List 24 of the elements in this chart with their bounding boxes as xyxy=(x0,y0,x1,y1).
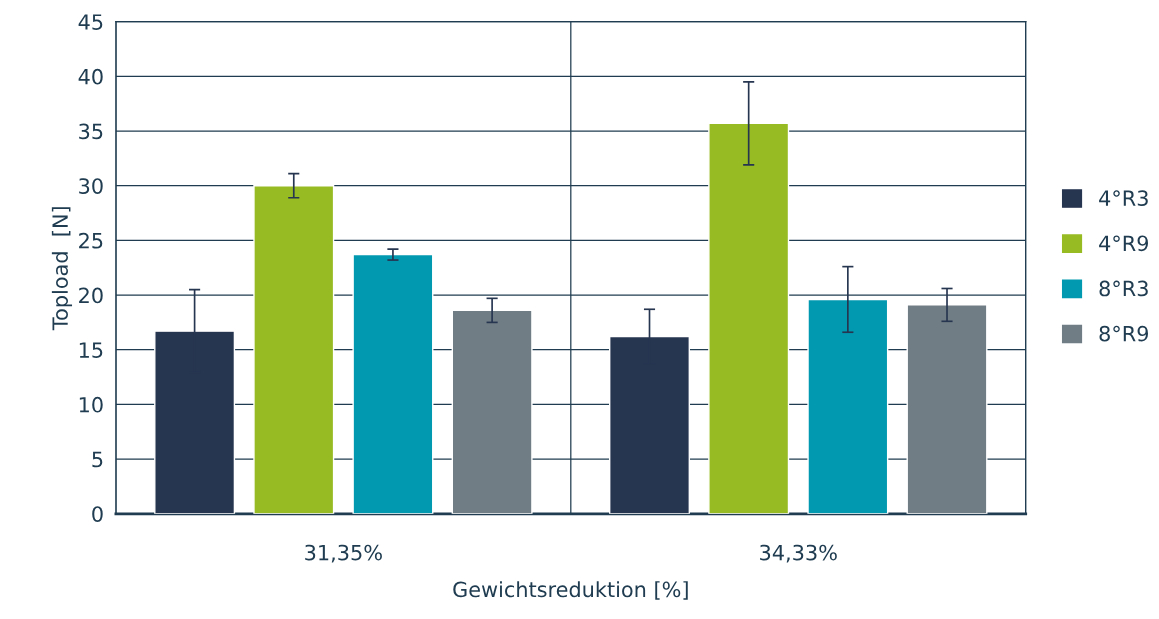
legend-label: 8°R9 xyxy=(1099,325,1149,342)
y-tick-label: 0 xyxy=(92,506,103,522)
y-tick-label: 5 xyxy=(92,451,103,468)
y-tick-label: 25 xyxy=(79,232,103,249)
bar xyxy=(352,253,434,514)
bar xyxy=(708,122,790,514)
y-tick-label: 15 xyxy=(79,342,103,358)
legend-label: 4°R9 xyxy=(1099,235,1149,252)
y-axis-title: Topload [N] xyxy=(51,207,73,331)
x-axis-title: Gewichtsreduktion [%] xyxy=(453,581,688,600)
y-tick-label: 45 xyxy=(78,14,103,30)
bar xyxy=(451,309,533,514)
y-tick-label: 40 xyxy=(78,68,103,85)
legend-label: 8°R3 xyxy=(1099,280,1148,297)
y-tick-label: 20 xyxy=(79,287,103,304)
bar xyxy=(253,185,335,514)
x-tick-label: 31,35% xyxy=(305,544,382,563)
x-tick-label: 34,33% xyxy=(760,544,837,563)
bar xyxy=(906,304,988,514)
legend-label: 4°R3 xyxy=(1099,190,1148,207)
y-tick-label: 35 xyxy=(79,123,103,140)
y-tick-label: 10 xyxy=(79,396,103,413)
y-tick-label: 30 xyxy=(79,178,103,194)
bar xyxy=(807,298,889,514)
